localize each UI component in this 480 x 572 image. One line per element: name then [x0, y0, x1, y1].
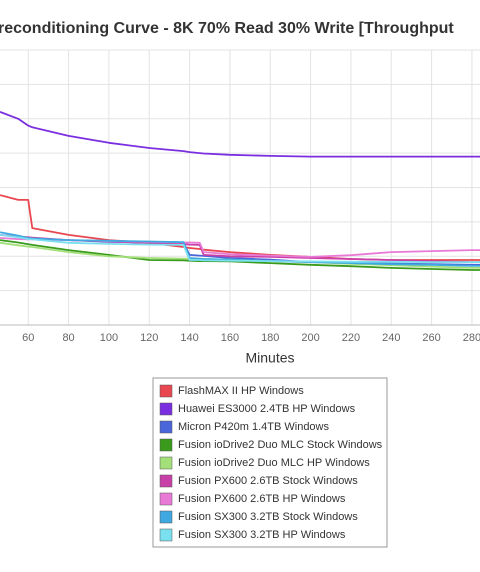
x-tick-label: 220 [342, 332, 360, 344]
x-tick-label: 160 [221, 332, 239, 344]
series-line [0, 111, 480, 158]
chart-title: reconditioning Curve - 8K 70% Read 30% W… [0, 20, 454, 37]
legend-swatch [159, 492, 173, 506]
legend-label: Fusion SX300 3.2TB HP Windows [178, 529, 346, 541]
legend-box [152, 377, 388, 548]
x-ticks: 60 80 100 120 140 160 180 200 220 240 260 280 [22, 332, 480, 344]
x-tick-label: 280 [463, 332, 480, 344]
legend-swatch [159, 438, 173, 452]
legend-label: Fusion ioDrive2 Duo MLC HP Windows [178, 457, 370, 469]
x-tick-label: 240 [382, 332, 400, 344]
legend-label: Micron P420m 1.4TB Windows [178, 421, 329, 433]
legend-label: Fusion PX600 2.6TB Stock Windows [178, 475, 358, 487]
x-tick-label: 200 [301, 332, 319, 344]
x-axis-label: Minutes [245, 350, 294, 366]
x-tick-label: 100 [100, 332, 118, 344]
plot-area [0, 111, 480, 271]
grid [0, 49, 480, 326]
x-tick-label: 80 [62, 332, 74, 344]
series-line [0, 239, 480, 271]
legend-swatch [159, 528, 173, 542]
legend-swatch [159, 402, 173, 416]
legend-swatch [159, 474, 173, 488]
legend-swatch [159, 510, 173, 524]
x-tick-label: 260 [422, 332, 440, 344]
series-line [0, 234, 480, 263]
legend-label: Fusion ioDrive2 Duo MLC Stock Windows [178, 439, 383, 451]
x-tick-label: 60 [22, 332, 34, 344]
legend-swatch [159, 420, 173, 434]
x-tick-label: 140 [180, 332, 198, 344]
legend-swatch [159, 456, 173, 470]
legend-label: Fusion PX600 2.6TB HP Windows [178, 493, 346, 505]
legend-label: Fusion SX300 3.2TB Stock Windows [178, 511, 358, 523]
x-tick-label: 120 [140, 332, 158, 344]
x-tick-label: 180 [261, 332, 279, 344]
legend-swatch [159, 384, 173, 398]
series-line [0, 231, 480, 267]
legend-label: FlashMAX II HP Windows [178, 385, 304, 397]
legend-label: Huawei ES3000 2.4TB HP Windows [178, 403, 356, 415]
legend: FlashMAX II HP Windows Huawei ES3000 2.4T… [159, 384, 383, 542]
